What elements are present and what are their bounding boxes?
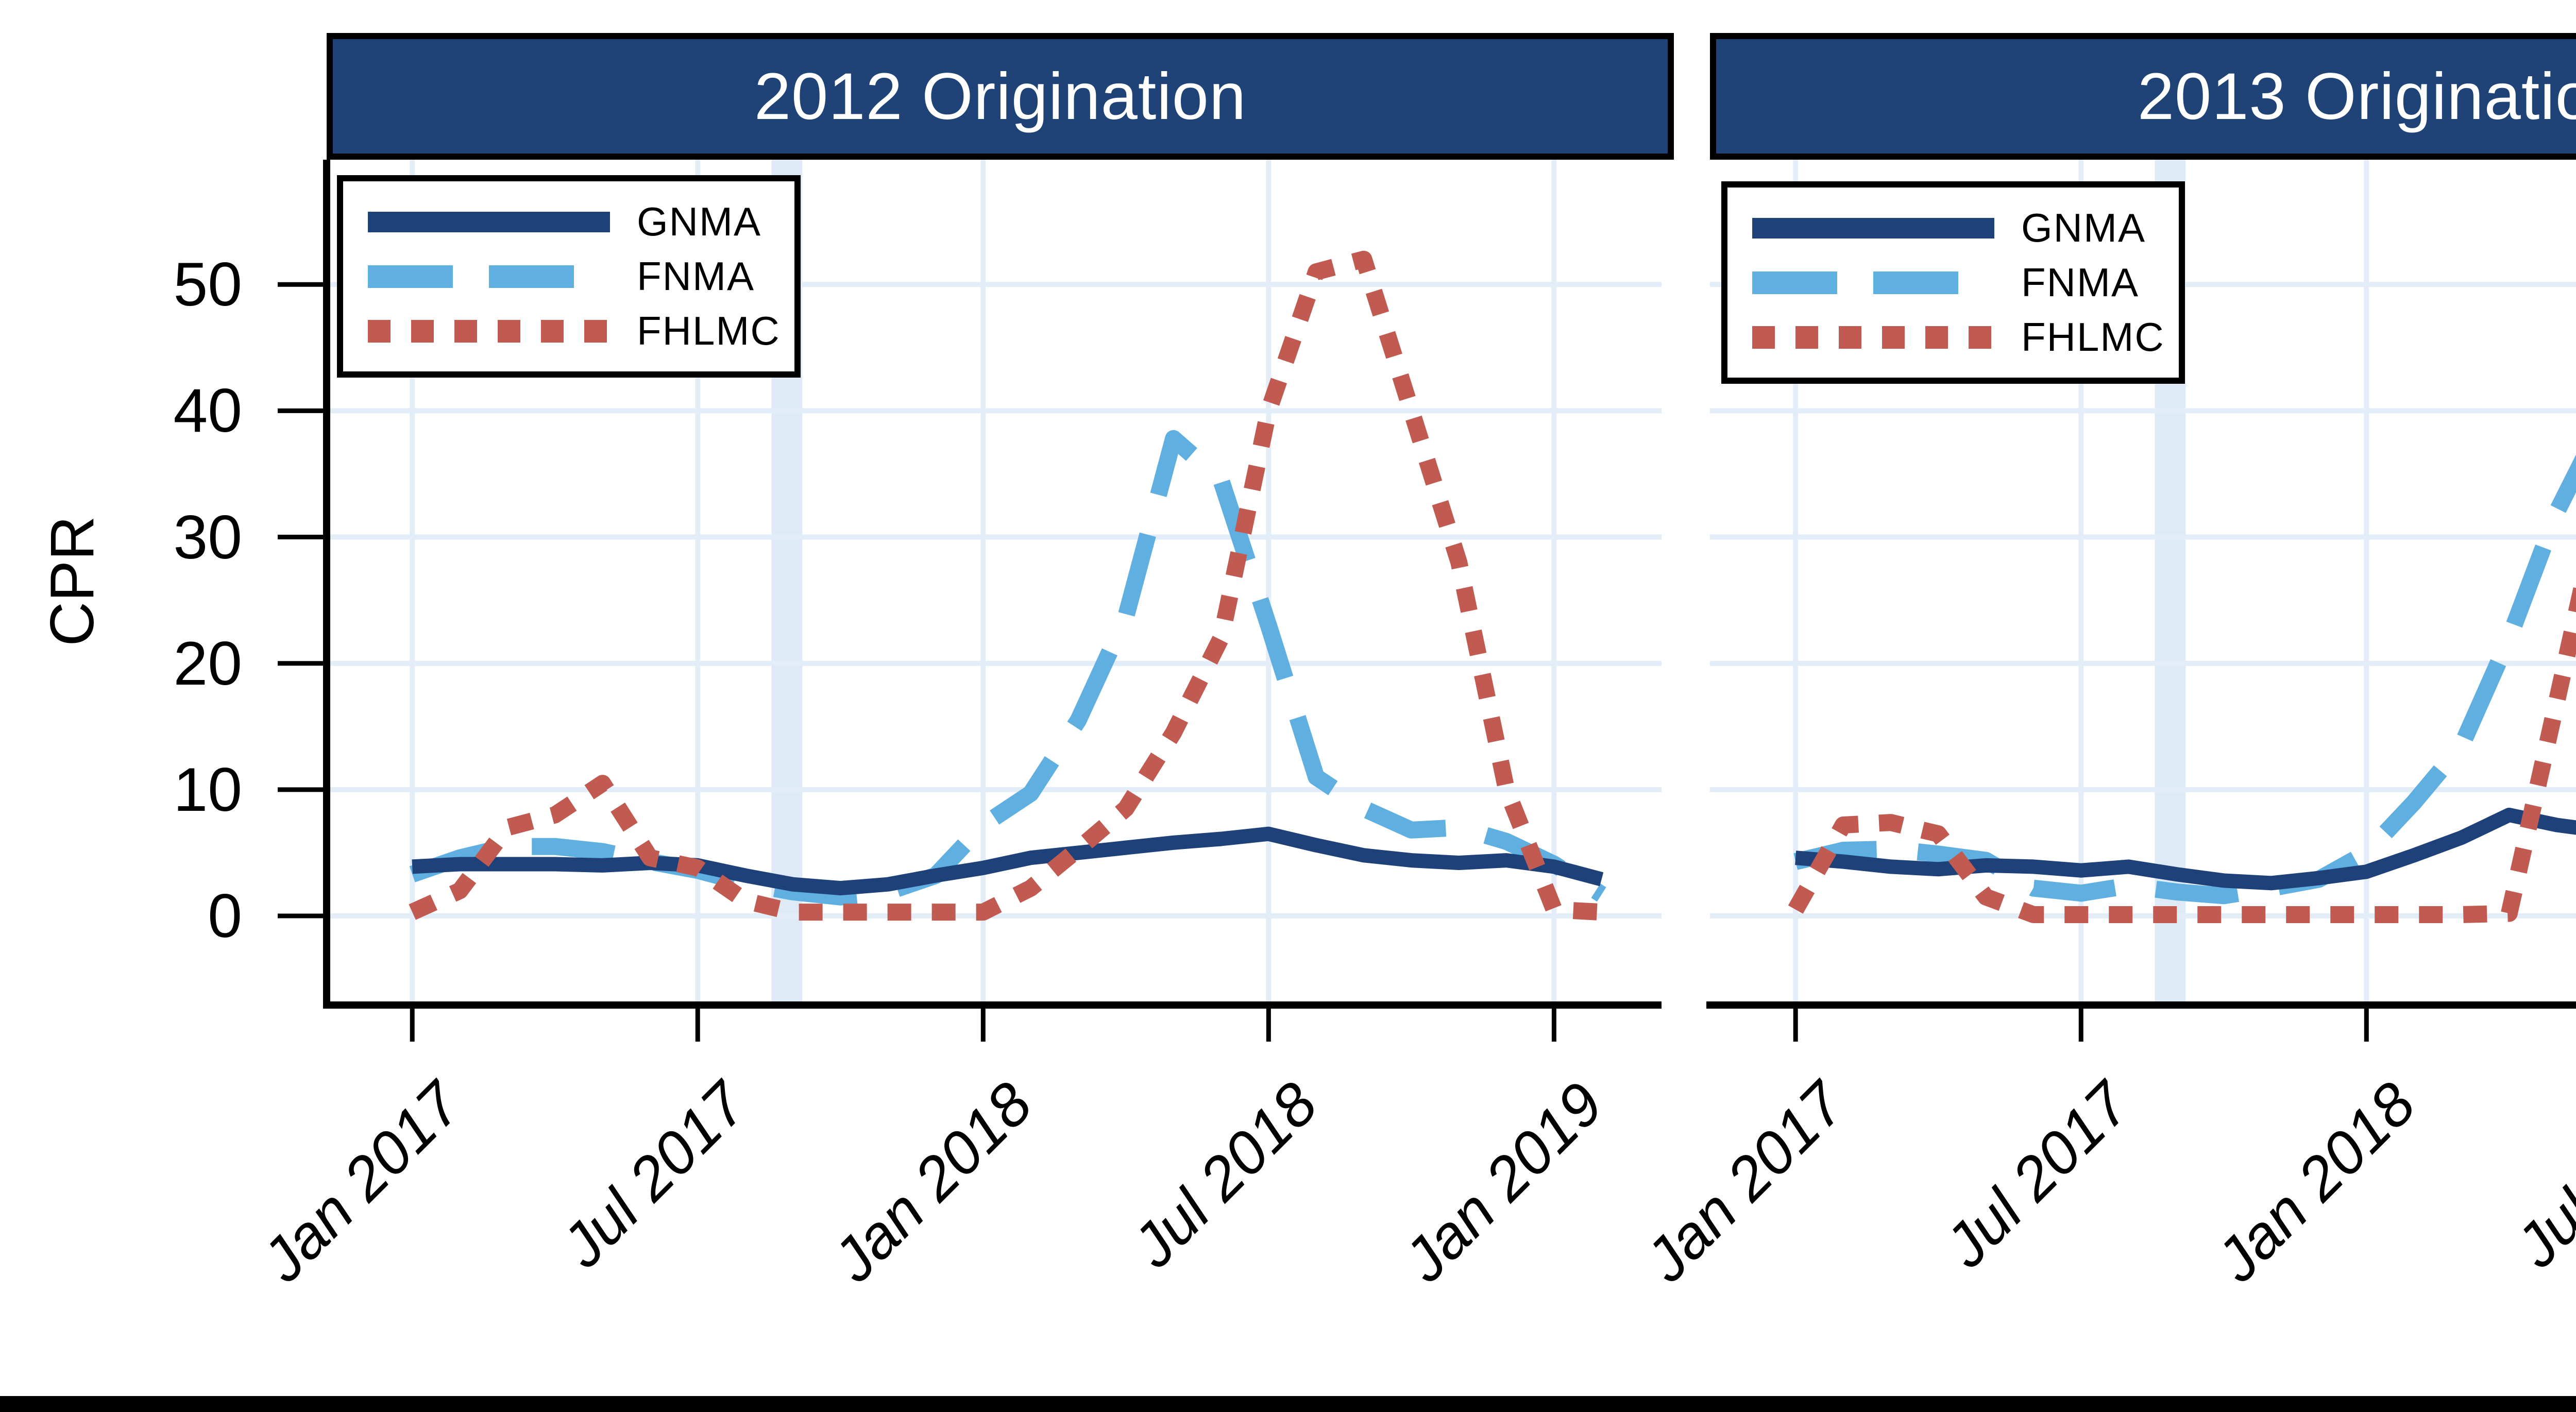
series-line-fnma bbox=[409, 430, 1606, 906]
legend-swatch-long-dash-icon bbox=[368, 265, 610, 288]
y-tick-label: 20 bbox=[173, 628, 242, 698]
legend-swatch-dotted-icon bbox=[368, 319, 610, 343]
series-line-gnma bbox=[412, 826, 1604, 896]
legend-swatch-dotted-icon bbox=[1752, 326, 1994, 349]
legend-swatch-solid-icon bbox=[1752, 217, 1994, 239]
legend-2012: GNMA FNMA FHLMC bbox=[337, 175, 801, 378]
y-tick-label: 40 bbox=[173, 376, 242, 446]
panel-title-2012: 2012 Origination bbox=[327, 33, 1674, 160]
legend-label: FNMA bbox=[637, 253, 755, 299]
panel-title-2013: 2013 Origination bbox=[1710, 33, 2576, 160]
legend-label: FHLMC bbox=[2021, 314, 2165, 360]
legend-row-fnma: FNMA bbox=[343, 253, 794, 300]
legend-label: FNMA bbox=[2021, 260, 2139, 305]
legend-row-fnma: FNMA bbox=[1727, 259, 2179, 306]
y-tick-label: 50 bbox=[173, 250, 242, 319]
legend-label: GNMA bbox=[637, 199, 761, 244]
series-line-fnma bbox=[1793, 454, 2576, 905]
legend-row-gnma: GNMA bbox=[1727, 205, 2179, 251]
y-tick-label: 10 bbox=[173, 755, 242, 824]
panel-title-2013-text: 2013 Origination bbox=[2137, 59, 2576, 133]
series-line-fhlmc bbox=[1788, 575, 2576, 923]
legend-label: FHLMC bbox=[637, 308, 781, 353]
legend-row-fhlmc: FHLMC bbox=[343, 308, 794, 354]
legend-2013: GNMA FNMA FHLMC bbox=[1721, 181, 2185, 384]
legend-row-gnma: GNMA bbox=[343, 198, 794, 245]
footer-bar bbox=[0, 1396, 2576, 1412]
series-line-fhlmc bbox=[409, 250, 1602, 921]
legend-row-fhlmc: FHLMC bbox=[1727, 314, 2179, 361]
legend-label: GNMA bbox=[2021, 205, 2146, 250]
legend-swatch-solid-icon bbox=[368, 211, 610, 232]
y-tick-label: 30 bbox=[173, 502, 242, 572]
legend-swatch-long-dash-icon bbox=[1752, 271, 1994, 294]
panel-title-2012-text: 2012 Origination bbox=[754, 59, 1247, 133]
y-tick-label: 0 bbox=[208, 881, 242, 950]
series-line-gnma bbox=[1795, 807, 2576, 891]
